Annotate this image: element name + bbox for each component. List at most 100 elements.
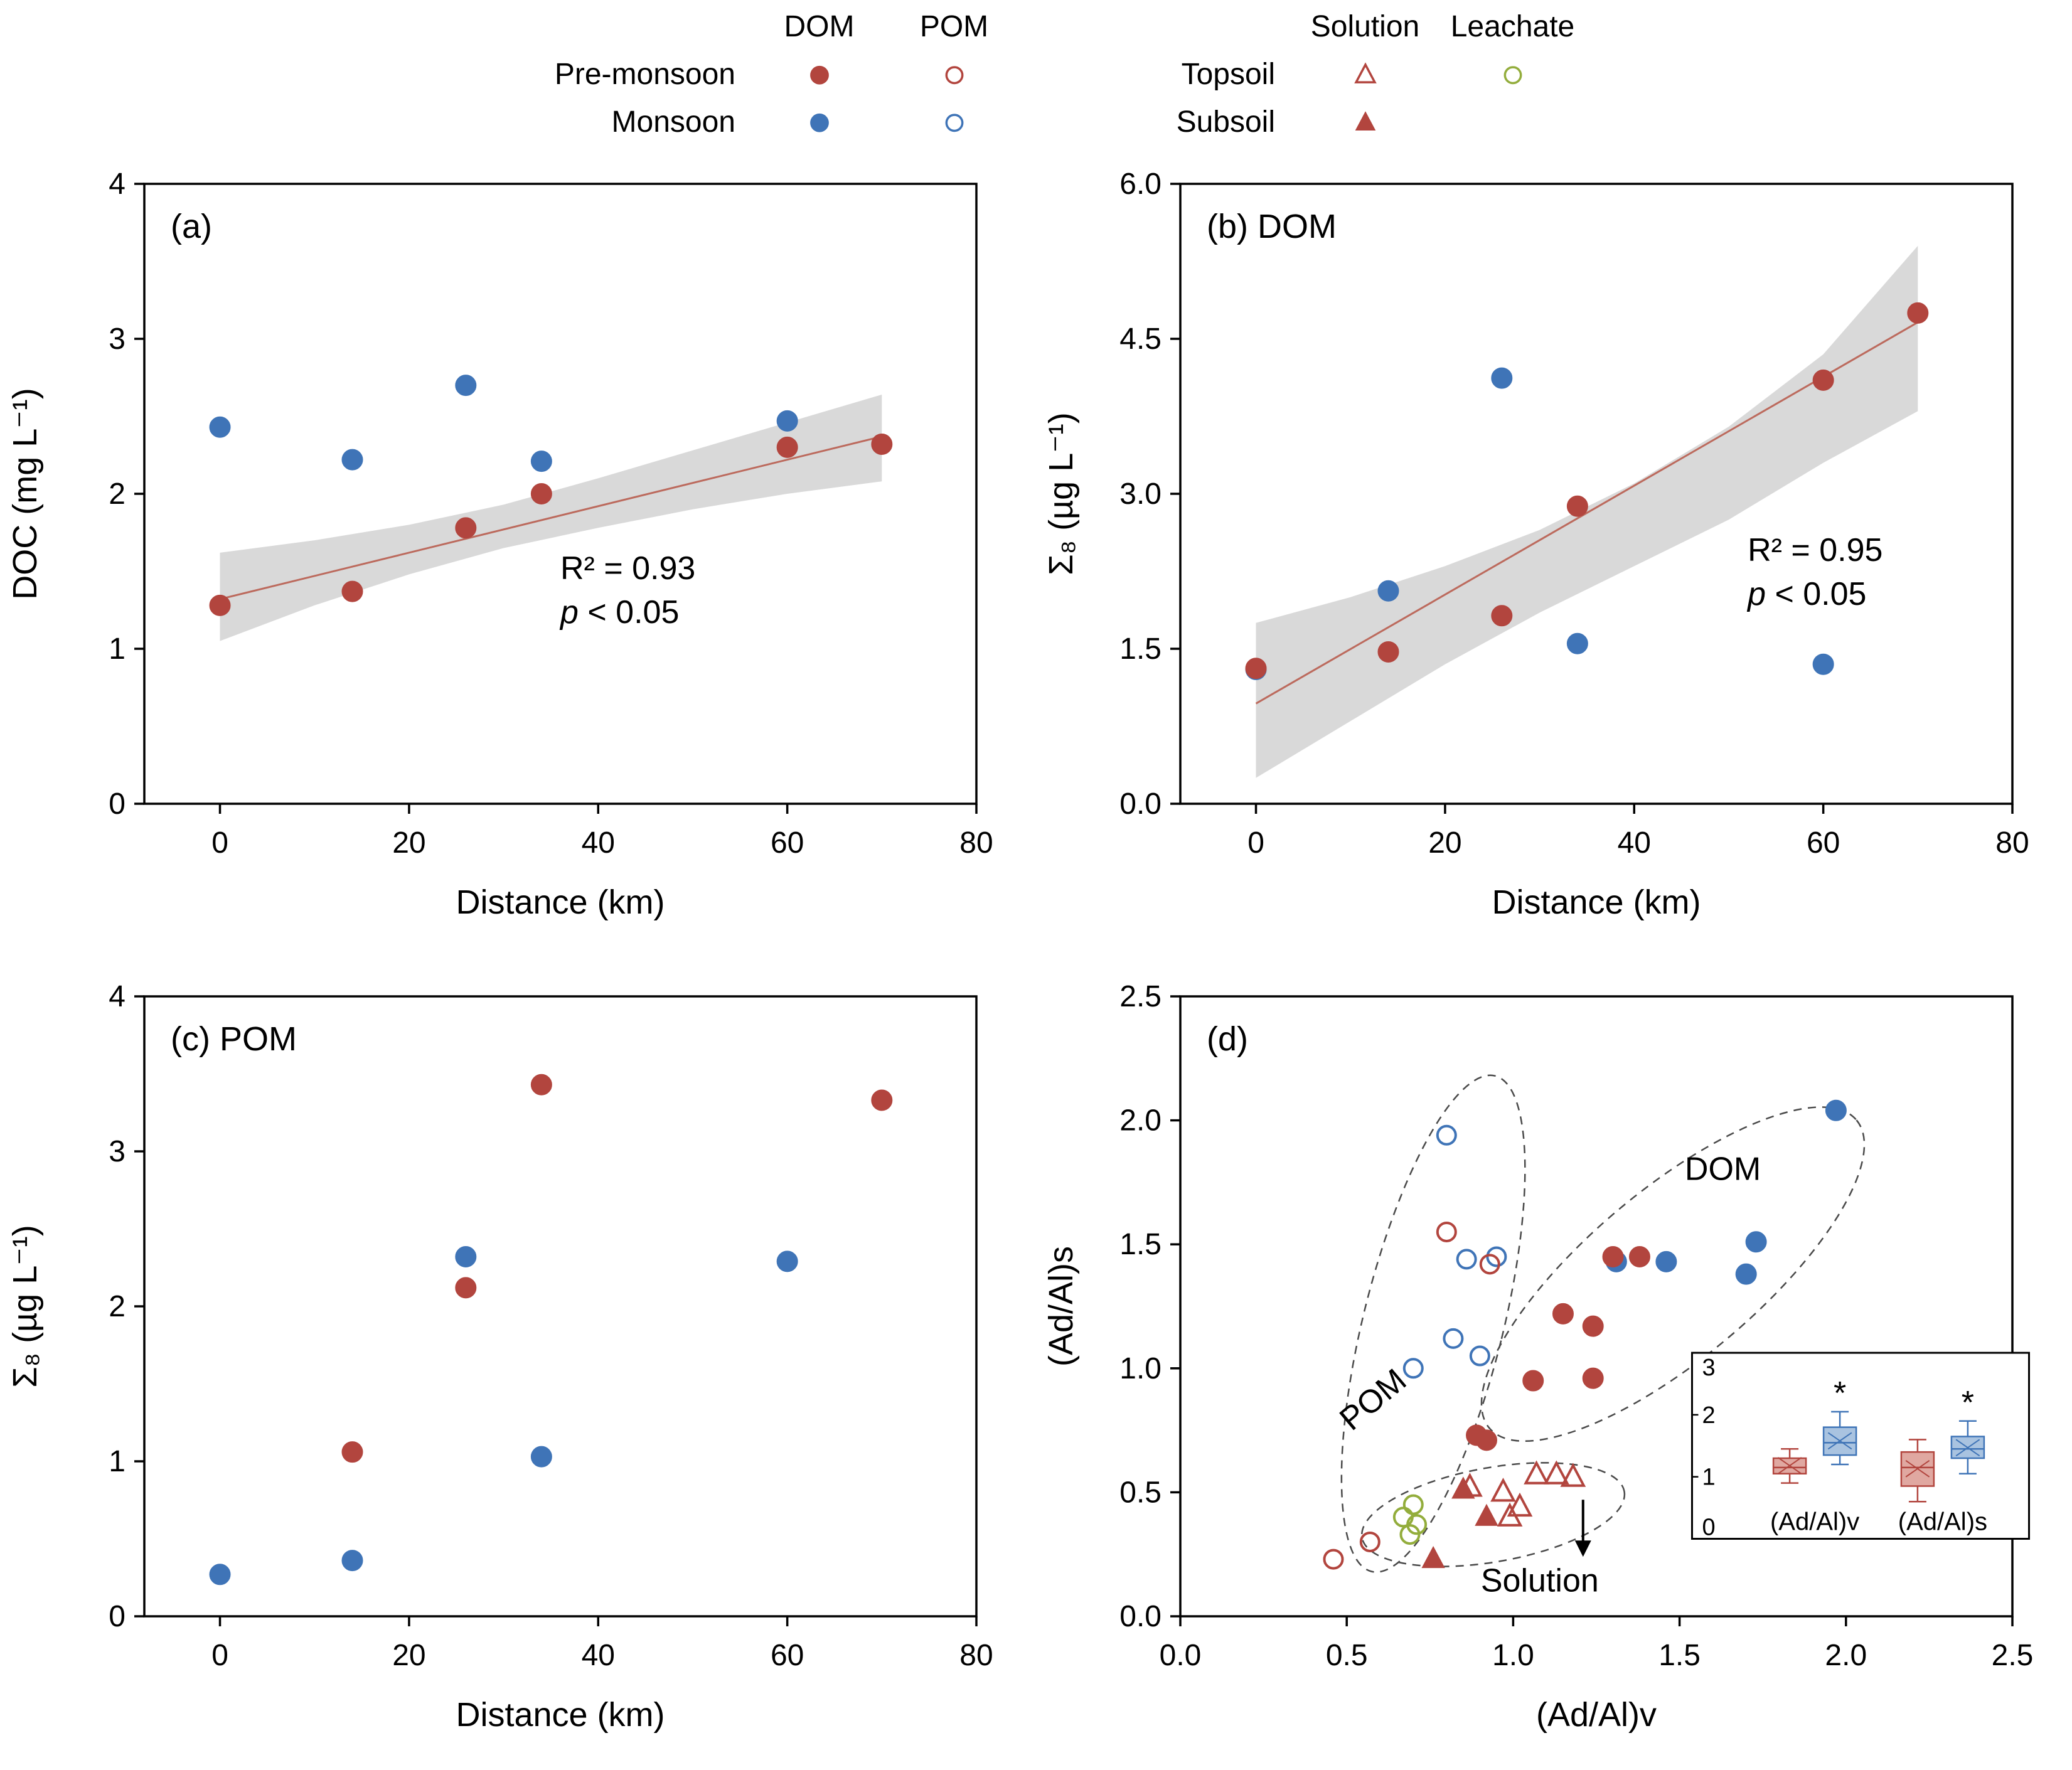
marker-glyph <box>809 65 829 85</box>
topsoil-leachate-symbol <box>1439 56 1586 92</box>
point-solution-subsoil <box>1451 1476 1475 1499</box>
point-dom-pre-monsoon <box>1475 1429 1497 1451</box>
x-axis-title: Distance (km) <box>1492 883 1701 921</box>
panel-d: 0.0 0.5 1.0 1.5 2.0 2.5 0.0 0.5 1.0 1.5 2.0 2.5 (Ad/… <box>1036 957 2072 1770</box>
y-tick-label: 0 <box>109 1600 125 1633</box>
x-tick-label: 1.5 <box>1658 1639 1701 1672</box>
y-tick-label: 4 <box>109 980 125 1013</box>
p-annotation: p < 0.05 <box>1746 576 1866 612</box>
solution-cluster-ellipse <box>1360 1462 1626 1567</box>
point-monsoon-pom <box>455 1245 477 1267</box>
legend-row-pre-monsoon: Pre-monsoon <box>538 50 1022 98</box>
legend-header-solution: Solution <box>1310 9 1420 43</box>
point-dom-pre-monsoon <box>1602 1245 1624 1267</box>
x-tick-label: 0 <box>1247 826 1264 860</box>
point-solution-subsoil <box>1421 1545 1445 1569</box>
x-tick-label: 80 <box>1995 826 2029 860</box>
y-axis-title: (Ad/Al)s <box>1042 1246 1080 1367</box>
legend-group-solution-leachate: Solution Leachate Topsoil Subsoil <box>1138 3 1586 146</box>
pom-cluster-ellipse <box>1340 1074 1526 1573</box>
marker-glyph <box>1503 66 1522 85</box>
p-italic: p <box>1746 576 1766 612</box>
point-dom-pre-monsoon <box>1582 1367 1604 1389</box>
circle-open-icon <box>945 66 963 85</box>
y-tick-label: 1 <box>109 1445 125 1478</box>
point-monsoon-pom <box>776 1250 798 1272</box>
x-tick-label: 80 <box>959 1639 993 1672</box>
mean-cross <box>1827 1432 1852 1450</box>
point-monsoon-dom <box>341 449 363 471</box>
legend: DOM POM Pre-monsoon Monsoon Solution Lea… <box>538 3 1586 146</box>
triangle-filled-icon <box>1355 111 1375 131</box>
legend-label-subsoil: Subsoil <box>1176 105 1275 139</box>
subsoil-solution-symbol <box>1291 104 1439 139</box>
legend-group-dom-pom: DOM POM Pre-monsoon Monsoon <box>538 3 1022 146</box>
circle-open-icon <box>945 114 963 132</box>
point-pre-monsoon-dom <box>341 580 363 602</box>
y-tick-label: 3 <box>109 1135 125 1168</box>
point-monsoon-dom <box>776 410 798 432</box>
point-dom-pre-monsoon <box>1582 1315 1604 1337</box>
p-value: < 0.05 <box>579 594 679 631</box>
panel-label: (b) DOM <box>1207 208 1337 245</box>
y-tick-label: 1.0 <box>1119 1352 1161 1385</box>
point-pre-monsoon-dom <box>1245 658 1267 680</box>
r2-annotation: R² = 0.95 <box>1748 532 1882 568</box>
point-pom-monsoon <box>1456 1249 1477 1270</box>
p-value: < 0.05 <box>1766 576 1866 612</box>
circle-open-icon <box>1503 66 1522 85</box>
circle-filled-icon <box>809 65 829 85</box>
x-tick-label: 20 <box>1428 826 1461 860</box>
r2-annotation: R² = 0.93 <box>560 550 695 587</box>
point-solution-topsoil <box>1497 1502 1523 1527</box>
p-italic: p <box>559 594 579 631</box>
plot-frame <box>1179 995 2014 1618</box>
cluster-label-solution: Solution <box>1481 1562 1599 1599</box>
marker-glyph <box>809 113 829 132</box>
y-tick-label: 1.5 <box>1119 632 1161 666</box>
y-tick-label: 0 <box>109 787 125 821</box>
panel-a: 0 20 40 60 80 0 1 2 3 4 Distance (km) DOC (mg L⁻¹) (… <box>0 145 1036 957</box>
x-tick-label: 60 <box>771 826 804 860</box>
y-tick-label: 4 <box>109 168 125 201</box>
point-dom-pre-monsoon <box>1628 1245 1650 1267</box>
point-dom-monsoon <box>1825 1099 1847 1121</box>
x-tick-label: 2.0 <box>1825 1639 1867 1672</box>
legend-header-row: DOM POM <box>538 3 1022 50</box>
point-pre-monsoon-pom <box>341 1441 363 1463</box>
x-tick-label: 60 <box>1807 826 1840 860</box>
point-pre-monsoon-dom <box>1377 641 1399 663</box>
x-tick-label: 1.0 <box>1492 1639 1534 1672</box>
plot-frame <box>143 995 978 1618</box>
y-tick-label: 2.5 <box>1119 980 1161 1013</box>
mean-cross <box>1905 1460 1930 1478</box>
point-pom-monsoon <box>1486 1246 1507 1267</box>
inset-frame <box>1690 1351 2031 1540</box>
point-monsoon-dom <box>1566 632 1588 654</box>
significance-asterisk: * <box>1962 1385 1974 1421</box>
point-leachate <box>1402 1494 1424 1515</box>
point-dom-pre-monsoon <box>1522 1370 1544 1392</box>
x-tick-label: 60 <box>771 1639 804 1672</box>
x-axis-title: Distance (km) <box>456 883 665 921</box>
point-dom-monsoon <box>1735 1263 1757 1285</box>
point-pre-monsoon-dom <box>455 517 477 539</box>
panel-b: 0 20 40 60 80 0.0 1.5 3.0 4.5 6.0 Distance (km) Σ₈ … <box>1036 145 2072 957</box>
point-monsoon-pom <box>209 1564 231 1586</box>
legend-row-topsoil: Topsoil <box>1138 50 1586 98</box>
point-pre-monsoon-dom <box>1566 495 1588 517</box>
y-tick-label: 0.5 <box>1119 1476 1161 1509</box>
point-leachate <box>1399 1524 1421 1545</box>
point-pom-pre-monsoon <box>1479 1254 1500 1275</box>
point-pom-monsoon <box>1443 1328 1464 1349</box>
point-dom-monsoon <box>1655 1250 1677 1272</box>
point-pom-monsoon <box>1436 1124 1457 1146</box>
point-pre-monsoon-dom <box>776 436 798 458</box>
x-axis-title: Distance (km) <box>456 1696 665 1734</box>
regression-line <box>220 435 882 600</box>
point-pre-monsoon-dom <box>1812 369 1834 391</box>
point-pre-monsoon-dom <box>1491 605 1513 627</box>
point-pre-monsoon-dom <box>209 594 231 616</box>
x-tick-label: 2.5 <box>1992 1639 2034 1672</box>
